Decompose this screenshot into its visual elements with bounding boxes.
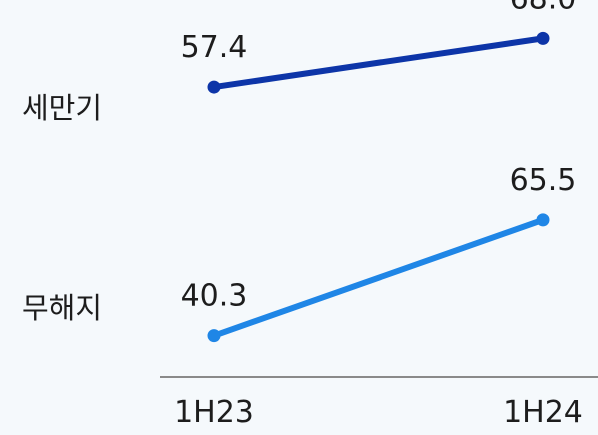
x-tick-label: 1H24	[503, 395, 583, 430]
x-tick-label: 1H23	[174, 395, 254, 430]
data-label: 65.5	[510, 163, 577, 198]
series-group: 세만기 57.4 68.0 무해지 40.3 65.5	[22, 0, 577, 343]
data-point	[207, 80, 221, 94]
data-label: 68.0	[510, 0, 577, 16]
series-1: 세만기 57.4 68.0	[22, 0, 576, 125]
series-line	[211, 216, 546, 339]
data-label: 57.4	[181, 30, 248, 65]
series-2: 무해지 40.3 65.5	[22, 163, 577, 343]
data-label: 40.3	[181, 279, 248, 314]
series-name-label: 무해지	[22, 291, 102, 325]
data-point	[207, 329, 221, 343]
series-line	[211, 35, 546, 91]
series-name-label: 세만기	[22, 91, 102, 125]
x-tick-labels: 1H23 1H24	[174, 395, 583, 430]
data-point	[536, 31, 550, 45]
data-point	[536, 213, 550, 227]
